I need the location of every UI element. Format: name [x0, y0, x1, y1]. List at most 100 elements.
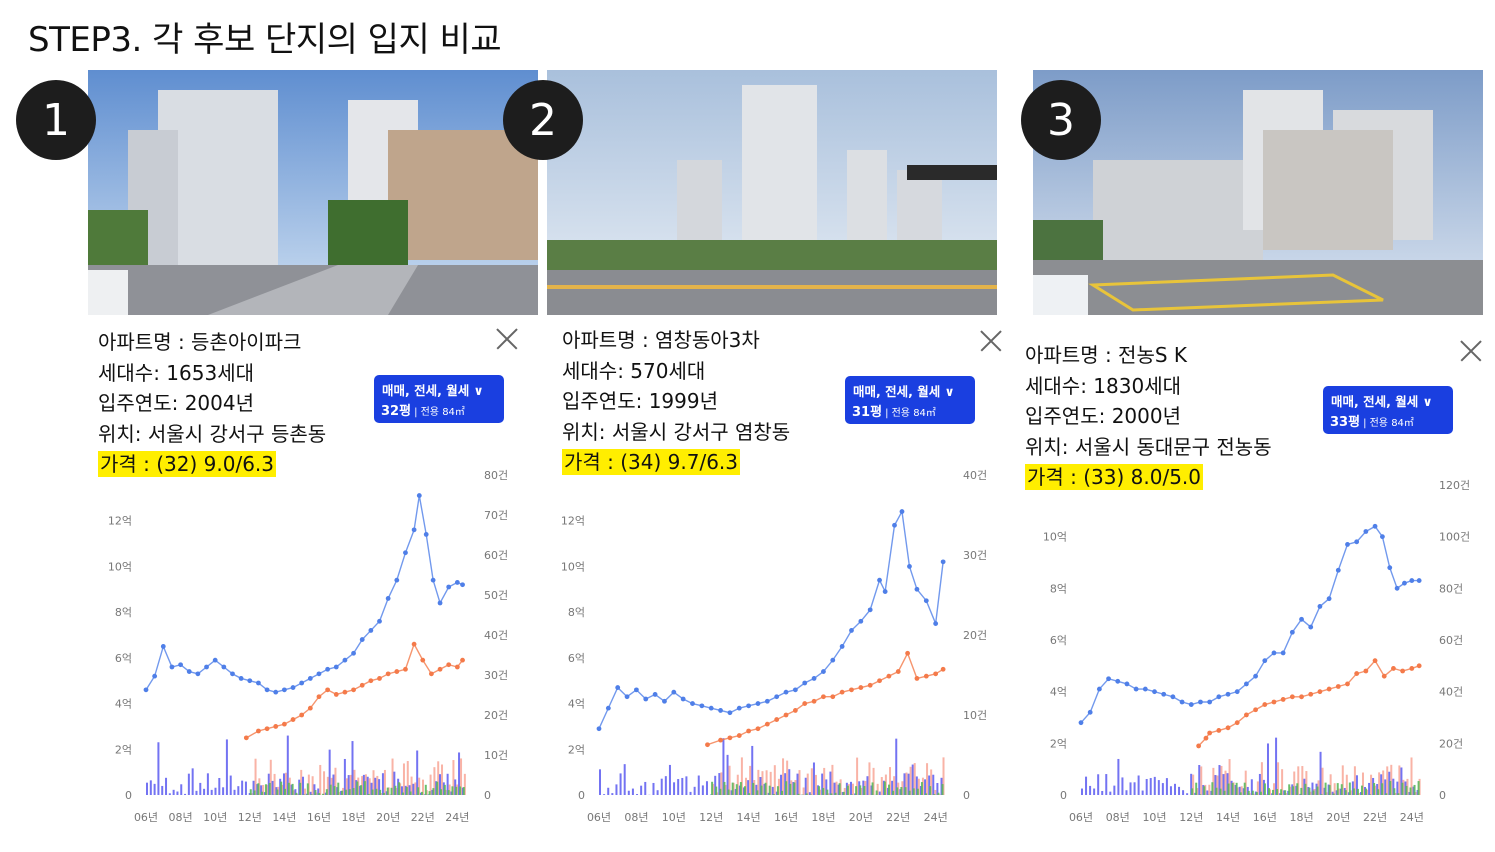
jeonse-price-point — [1354, 671, 1360, 676]
y-right-tick-label: 120건 — [1439, 479, 1470, 492]
volume-bar-sale — [895, 738, 898, 795]
volume-bar-rent — [348, 789, 351, 795]
volume-bar-sale — [615, 784, 618, 795]
volume-bar-rent — [818, 786, 821, 795]
volume-bar-jeonse — [769, 771, 772, 795]
volume-bar-jeonse — [414, 782, 417, 795]
sale-price-point — [811, 676, 817, 681]
volume-bar-rent — [337, 782, 340, 795]
volume-bar-jeonse — [1305, 771, 1308, 795]
volume-bar-sale — [206, 773, 209, 795]
close-icon[interactable] — [496, 328, 518, 350]
volume-bar-sale — [374, 777, 377, 795]
jeonse-price-point — [830, 694, 836, 700]
volume-bar-sale — [1109, 791, 1112, 795]
volume-bar-sale — [1137, 775, 1140, 795]
volume-bar-jeonse — [880, 777, 883, 795]
sale-price-point — [1253, 673, 1258, 679]
volume-bar-rent — [405, 787, 408, 795]
volume-bar-sale — [302, 776, 305, 795]
volume-bar-jeonse — [1220, 765, 1223, 795]
volume-bar-jeonse — [326, 776, 329, 795]
volume-bar-jeonse — [917, 778, 920, 795]
volume-bar-rent — [424, 784, 427, 795]
close-icon[interactable] — [980, 330, 1002, 352]
volume-bar-sale — [664, 776, 667, 795]
sale-price-point — [830, 657, 836, 663]
volume-bar-rent — [793, 782, 796, 795]
volume-bar-sale — [416, 750, 419, 795]
jeonse-price-point — [940, 666, 946, 672]
volume-bar-rent — [1272, 789, 1275, 795]
sale-price-point — [333, 664, 339, 670]
y-right-tick-label: 20건 — [963, 629, 987, 642]
y-right-tick-label: 60건 — [1439, 634, 1463, 647]
deal-type-filter[interactable]: 매매, 전세, 월세 ∨ 32평 | 전용 84㎡ — [374, 375, 504, 423]
volume-bar-jeonse — [323, 771, 326, 795]
jeonse-price-point — [1345, 681, 1350, 687]
volume-bar-jeonse — [262, 784, 265, 795]
y-left-tick-label: 10억 — [1043, 531, 1067, 544]
y-right-tick-label: 60건 — [484, 549, 508, 562]
apartment-name: 아파트명 : 등촌아이파크 — [98, 330, 302, 354]
volume-bar-sale — [730, 790, 733, 795]
volume-bar-rent — [371, 789, 374, 795]
volume-bar-rent — [1417, 781, 1420, 795]
complex-info: 아파트명 : 염창동아3차 세대수: 570세대 입주연도: 1999년 위치:… — [562, 325, 790, 478]
volume-bar-sale — [928, 775, 931, 795]
jeonse-price-point — [429, 671, 434, 677]
volume-bar-sale — [1408, 792, 1411, 795]
volume-bar-sale — [705, 781, 708, 795]
volume-bar-rent — [830, 793, 833, 795]
volume-bar-sale — [821, 773, 824, 795]
volume-bar-rent — [1316, 786, 1319, 795]
volume-bar-rent — [846, 785, 849, 795]
volume-bar-jeonse — [835, 781, 838, 795]
sale-price-point — [1179, 699, 1185, 705]
volume-bar-jeonse — [905, 772, 908, 795]
jeonse-price-point — [718, 737, 723, 743]
location: 위치: 서울시 강서구 염창동 — [562, 419, 791, 444]
sale-price-point — [281, 687, 287, 693]
volume-bar-sale — [611, 793, 614, 795]
volume-bar-sale — [180, 784, 183, 795]
close-icon[interactable] — [1460, 340, 1482, 362]
volume-bar-rent — [838, 783, 841, 795]
sale-price-point — [212, 657, 218, 663]
volume-bar-sale — [229, 775, 232, 795]
volume-bar-sale — [1157, 780, 1160, 795]
sale-price-point — [195, 671, 201, 677]
sale-price-point — [1133, 686, 1139, 692]
location: 위치: 서울시 동대문구 전농동 — [1025, 434, 1272, 459]
y-left-tick-label: 0 — [578, 789, 585, 802]
volume-bar-sale — [767, 792, 770, 795]
sale-price-point — [1124, 681, 1130, 687]
volume-bar-rent — [1332, 793, 1335, 795]
volume-bar-sale — [722, 738, 725, 795]
street-view-photo-1[interactable] — [88, 70, 538, 315]
volume-bar-jeonse — [814, 774, 817, 795]
y-right-tick-label: 20건 — [1439, 737, 1463, 750]
street-view-photo-3[interactable] — [1033, 70, 1483, 315]
volume-bar-sale — [439, 774, 442, 795]
volume-bar-jeonse — [868, 762, 871, 795]
volume-bar-sale — [607, 787, 610, 795]
street-view-photo-2[interactable] — [547, 70, 997, 315]
jeonse-price-point — [1203, 735, 1209, 741]
volume-bar-rent — [768, 785, 771, 795]
volume-bar-jeonse — [421, 779, 424, 795]
volume-bar-rent — [356, 781, 359, 795]
x-tick-label: 18년 — [811, 811, 835, 824]
volume-bar-jeonse — [368, 778, 371, 795]
x-tick-label: 22년 — [1363, 811, 1387, 824]
volume-bar-rent — [859, 785, 862, 795]
sale-price-point — [1225, 691, 1231, 697]
deal-type-filter[interactable]: 매매, 전세, 월세 ∨ 31평 | 전용 84㎡ — [845, 376, 975, 424]
volume-bar-rent — [1385, 793, 1388, 795]
sale-price-point — [940, 559, 946, 565]
volume-bar-jeonse — [1192, 774, 1195, 795]
jeonse-price-point — [755, 726, 761, 732]
deal-type-filter[interactable]: 매매, 전세, 월세 ∨ 33평 | 전용 84㎡ — [1323, 386, 1453, 434]
volume-bar-rent — [1405, 785, 1408, 795]
volume-bar-rent — [409, 791, 412, 795]
